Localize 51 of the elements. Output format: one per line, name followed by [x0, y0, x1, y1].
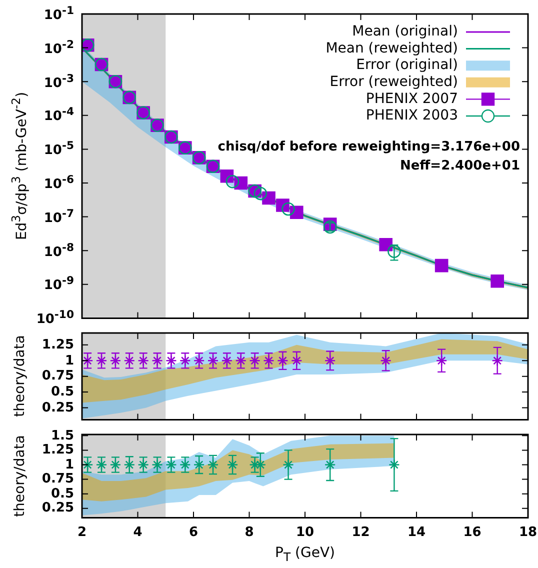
y-tick-label: 0.5 [50, 486, 74, 502]
y-tick-label: 10$^{-4}$ [44, 105, 74, 125]
legend-label: PHENIX 2003 [366, 108, 458, 124]
x-tick-label: 14 [407, 524, 426, 540]
legend-label: Mean (original) [352, 24, 458, 40]
y-tick-label: 10$^{-1}$ [44, 4, 74, 24]
annotation: Neff=2.400e+01 [400, 158, 520, 174]
y-tick-label: 10$^{-7}$ [44, 206, 74, 226]
point [262, 191, 276, 205]
y-tick-label: 1.5 [50, 428, 74, 444]
x-tick-label: 8 [244, 524, 254, 540]
point [290, 206, 304, 220]
point [282, 202, 295, 216]
legend-label: Mean (reweighted) [326, 40, 458, 56]
x-tick-label: 16 [463, 524, 482, 540]
y-tick-label: 10$^{-5}$ [44, 139, 74, 158]
legend-label: PHENIX 2007 [366, 90, 458, 107]
y-tick-label: 0.75 [42, 368, 74, 384]
legend-label: Error (original) [356, 57, 458, 74]
y-tick-label: 0.5 [50, 384, 74, 400]
x-tick-label: 6 [188, 524, 198, 540]
annotation: chisq/dof before reweighting=3.176e+00 [218, 139, 520, 154]
y-tick-label: 0.75 [42, 472, 74, 487]
y-tick-label: 1.25 [42, 337, 74, 352]
x-tick-label: 4 [133, 524, 142, 540]
y-tick-label: 10$^{-8}$ [44, 240, 74, 260]
x-tick-label: 10 [296, 524, 314, 540]
x-tick-label: 2 [77, 524, 87, 540]
point [226, 174, 240, 188]
y-tick-label: 1 [64, 457, 74, 472]
y-tick-label: 1.25 [42, 442, 74, 458]
point [490, 274, 504, 288]
y-tick-label: 10$^{-6}$ [44, 172, 74, 192]
y-tick-label: 0.25 [42, 500, 74, 516]
y-tick-label: 10$^{-2}$ [44, 38, 74, 57]
point [434, 258, 448, 272]
point [379, 238, 392, 252]
y-axis-title: theory/data [12, 435, 28, 518]
y-tick-label: 0.25 [42, 400, 74, 416]
y-tick-label: 10$^{-3}$ [44, 71, 74, 91]
x-axis-title: P$_{T}$ (GeV) [275, 544, 335, 564]
point [388, 244, 401, 258]
y-axis-title: theory/data [12, 335, 28, 418]
y-tick-label: 10$^{-9}$ [44, 274, 74, 294]
y-tick-label: 1 [64, 353, 74, 368]
legend-label: Error (reweighted) [330, 74, 458, 90]
y-tick-label: 10$^{-10}$ [36, 308, 74, 328]
point [254, 186, 268, 200]
x-tick-label: 12 [352, 524, 370, 540]
point [220, 169, 234, 183]
x-tick-label: 18 [518, 524, 538, 540]
